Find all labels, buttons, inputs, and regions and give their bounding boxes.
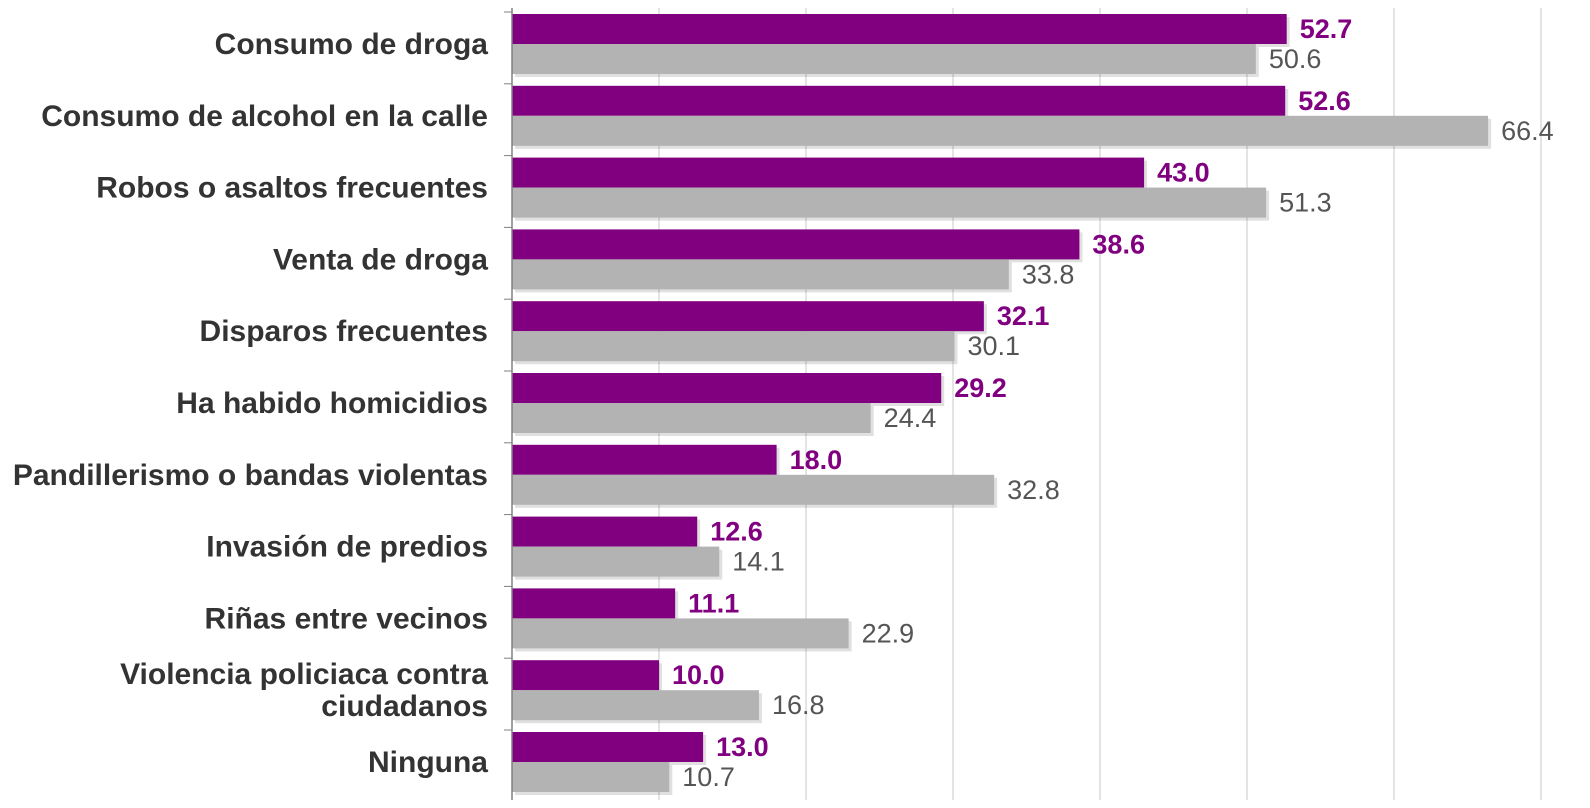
value-label-series-1: 38.6 <box>1092 229 1145 259</box>
value-label-series-2: 51.3 <box>1279 188 1332 218</box>
value-label-series-2: 16.8 <box>772 690 825 720</box>
category-label: Violencia policiaca contra ciudadanos <box>120 658 488 723</box>
bar-series-2 <box>512 762 670 792</box>
value-label-series-1: 29.2 <box>954 373 1007 403</box>
bar-series-2 <box>512 259 1009 290</box>
bar-series-1 <box>512 588 676 619</box>
category-label: Robos o asaltos frecuentes <box>96 172 488 205</box>
bar-series-2 <box>512 403 871 433</box>
value-label-series-1: 12.6 <box>710 517 763 547</box>
bar-series-1 <box>512 660 659 691</box>
value-label-series-2: 24.4 <box>884 403 937 433</box>
bar-series-2 <box>512 690 759 721</box>
category-label: Ninguna <box>368 746 488 779</box>
value-label-series-1: 32.1 <box>997 301 1050 331</box>
bar-series-2 <box>512 115 1489 146</box>
category-label: Invasión de predios <box>206 531 488 564</box>
bar-series-1 <box>512 373 942 403</box>
value-label-series-2: 22.9 <box>862 618 915 648</box>
value-label-series-2: 10.7 <box>682 762 735 792</box>
category-label: Pandillerismo o bandas violentas <box>13 459 488 492</box>
bar-series-2 <box>512 474 995 505</box>
value-label-series-1: 52.6 <box>1298 86 1351 116</box>
bar-series-1 <box>512 157 1145 188</box>
bar-series-2 <box>512 44 1256 74</box>
bars <box>512 14 1492 795</box>
category-label: Consumo de droga <box>215 28 489 61</box>
bar-series-1 <box>512 301 984 332</box>
value-label-series-1: 18.0 <box>790 445 843 475</box>
category-label: Consumo de alcohol en la calle <box>41 100 488 133</box>
value-label-series-2: 66.4 <box>1501 116 1554 146</box>
value-label-series-1: 52.7 <box>1300 14 1353 44</box>
bar-series-2 <box>512 331 955 362</box>
value-label-series-2: 33.8 <box>1022 259 1075 289</box>
bar-series-1 <box>512 516 698 547</box>
category-label: Venta de droga <box>273 243 488 276</box>
value-label-series-2: 50.6 <box>1269 44 1322 74</box>
bar-series-1 <box>512 14 1287 44</box>
bar-series-1 <box>512 732 704 762</box>
bar-series-2 <box>512 618 849 649</box>
value-label-series-1: 11.1 <box>688 588 739 618</box>
bar-series-2 <box>512 187 1267 218</box>
labels: Consumo de droga 52.750.6 Consumo de alcoh… <box>13 14 1554 792</box>
bar-series-1 <box>512 444 777 475</box>
category-label: Disparos frecuentes <box>200 315 488 348</box>
value-label-series-1: 43.0 <box>1157 158 1210 188</box>
bar-series-2 <box>512 546 720 577</box>
category-label: Riñas entre vecinos <box>205 602 488 635</box>
bar-series-1 <box>512 229 1080 260</box>
value-label-series-1: 10.0 <box>672 660 725 690</box>
bar-series-1 <box>512 85 1286 116</box>
category-label: Ha habido homicidios <box>176 387 488 420</box>
value-label-series-1: 13.0 <box>716 732 769 762</box>
value-label-series-2: 30.1 <box>967 331 1020 361</box>
value-label-series-2: 32.8 <box>1007 475 1060 505</box>
value-label-series-2: 14.1 <box>732 547 785 577</box>
